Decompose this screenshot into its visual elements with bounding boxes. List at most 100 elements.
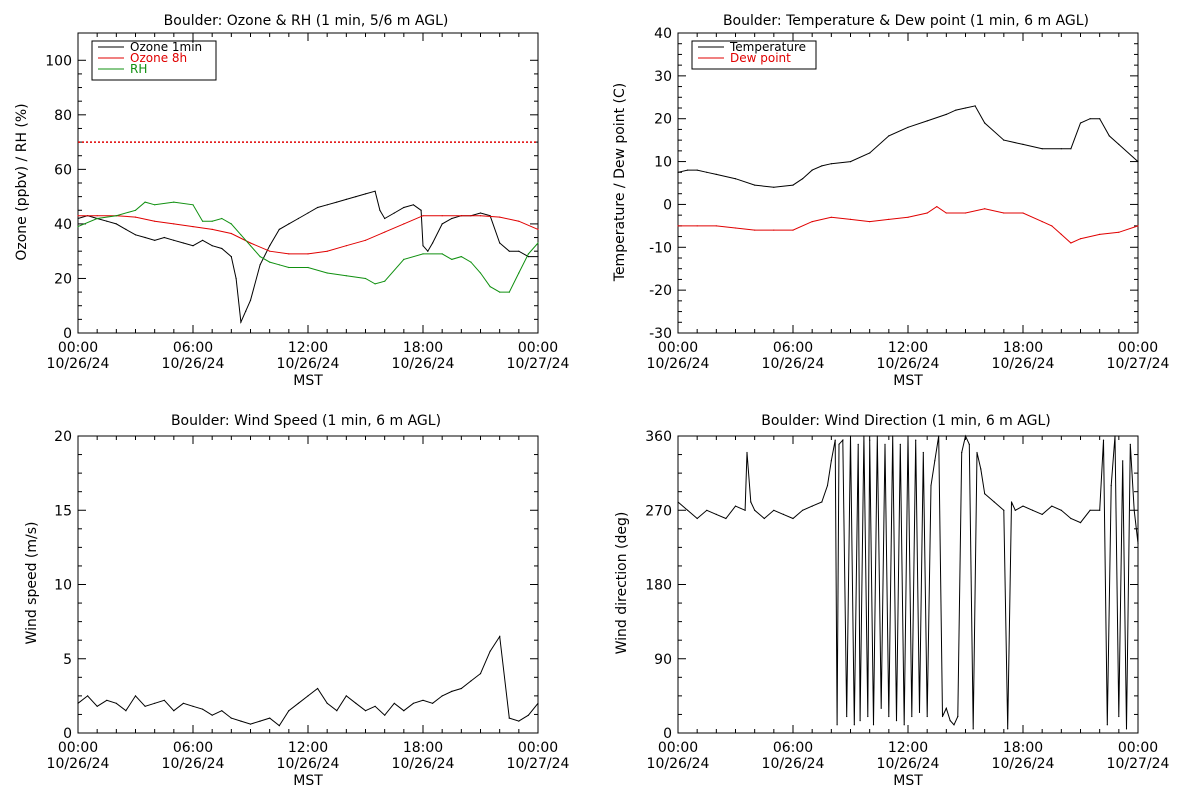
ozone-rh-ozone-1min-point xyxy=(269,245,271,247)
temperature-dewpoint-temperature-point xyxy=(849,161,852,163)
wind-direction-series-point xyxy=(754,509,756,511)
wind-direction-series-point xyxy=(857,443,859,445)
ozone-rh-ozone-1min-point xyxy=(259,264,261,266)
ozone-rh-rh-point xyxy=(422,253,424,255)
ozone-rh-ozone-8h-point xyxy=(288,253,290,255)
ozone-rh-x-tick-time: 12:00 xyxy=(288,340,328,356)
wind-direction-series-point xyxy=(964,435,967,437)
ozone-rh-ozone-1min-point xyxy=(317,206,319,209)
wind-direction-series-point xyxy=(1014,509,1016,511)
temperature-dewpoint-x-tick-time: 18:00 xyxy=(1003,340,1043,356)
wind-direction-y-tick-label: 270 xyxy=(645,503,672,519)
ozone-rh-ozone-8h-point xyxy=(173,223,175,225)
temperature-dewpoint-temperature-point xyxy=(811,169,813,171)
ozone-rh-ozone-1min-point xyxy=(403,206,405,209)
wind-speed-y-tick-label: 0 xyxy=(63,726,72,742)
wind-direction-series-point xyxy=(1129,443,1131,445)
wind-speed-axis-ticks: 00:0010/26/2406:0010/26/2412:0010/26/241… xyxy=(47,429,570,772)
wind-direction-series-point xyxy=(907,435,909,437)
temperature-dewpoint-temperature-point xyxy=(830,163,832,165)
wind-direction-series-point xyxy=(773,509,775,511)
temperature-dewpoint-temperature-point xyxy=(984,122,986,124)
wind-direction-series-point xyxy=(830,460,832,462)
temperature-dewpoint-dew-point-point xyxy=(907,216,909,218)
ozone-rh-y-tick-label: 100 xyxy=(45,53,72,69)
ozone-rh-rh-point xyxy=(211,220,213,222)
wind-direction-title: Boulder: Wind Direction (1 min, 6 m AGL) xyxy=(761,413,1050,429)
temperature-dewpoint-y-tick-label: -10 xyxy=(649,240,672,256)
ozone-rh-rh-point xyxy=(77,226,79,228)
temperature-dewpoint-temperature-point xyxy=(1022,143,1024,145)
wind-speed-series-point xyxy=(460,687,462,690)
wind-direction-series-point xyxy=(976,451,978,454)
wind-direction-series-point xyxy=(1051,505,1053,507)
wind-direction-series-point xyxy=(696,517,698,520)
temperature-dewpoint-dew-point-point xyxy=(1060,233,1062,235)
wind-speed-series-point xyxy=(115,702,117,704)
wind-direction-series-point xyxy=(802,509,804,511)
wind-direction-series-point xyxy=(957,715,959,718)
temperature-dewpoint-legend-box xyxy=(691,40,817,70)
temperature-dewpoint-dew-point-point xyxy=(830,216,832,218)
ozone-rh-panel: Boulder: Ozone & RH (1 min, 5/6 m AGL) O… xyxy=(14,13,570,389)
wind-speed-series-point xyxy=(87,695,89,697)
ozone-rh-rh-point xyxy=(451,258,453,260)
wind-speed-series-point xyxy=(211,714,213,716)
wind-speed-series-point xyxy=(240,720,242,722)
ozone-rh-ozone-1min-point xyxy=(420,209,422,211)
wind-direction-x-tick-time: 00:00 xyxy=(1118,740,1158,756)
ozone-rh-ozone-1min-point xyxy=(221,247,223,250)
ozone-rh-y-tick-label: 0 xyxy=(63,326,72,342)
ozone-rh-rh-point xyxy=(259,256,261,258)
ozone-rh-ozone-8h-point xyxy=(249,242,252,244)
ozone-rh-x-tick-time: 18:00 xyxy=(403,340,443,356)
ozone-rh-ozone-1min-point xyxy=(384,217,386,220)
temperature-dewpoint-dew-point-point xyxy=(945,212,947,214)
wind-direction-x-tick-date: 10/26/24 xyxy=(647,756,710,772)
ozone-rh-ozone-1min-point xyxy=(245,310,247,312)
temperature-dewpoint-dew-point-point xyxy=(1041,221,1043,223)
ozone-rh-xlabel: MST xyxy=(293,373,323,389)
temperature-dewpoint-temperature-point xyxy=(696,169,698,171)
temperature-dewpoint-temperature-point xyxy=(1060,148,1062,150)
wind-direction-series-point xyxy=(782,513,785,516)
temperature-dewpoint-y-tick-label: 0 xyxy=(663,197,672,213)
wind-direction-series-point xyxy=(949,720,951,722)
wind-direction-axis-ticks: 00:0010/26/2406:0010/26/2412:0010/26/241… xyxy=(645,429,1169,772)
wind-direction-series-point xyxy=(968,443,970,445)
wind-direction-series-point xyxy=(1060,509,1062,511)
ozone-rh-ozone-8h-point xyxy=(345,245,347,247)
ozone-rh-ozone-1min-point xyxy=(230,256,232,258)
temperature-dewpoint-y-tick-label: 40 xyxy=(654,26,672,42)
ozone-rh-axis-ticks: 00:0010/26/2406:0010/26/2412:0010/26/241… xyxy=(45,32,570,372)
ozone-rh-ozone-1min-point xyxy=(451,217,453,220)
ozone-rh-legend-label-ozone-1min: Ozone 1min xyxy=(130,40,202,54)
wind-direction-series-point xyxy=(867,715,869,718)
wind-direction-data xyxy=(677,434,1139,730)
wind-direction-series-point xyxy=(1133,509,1135,511)
temperature-dewpoint-y-tick-label: 30 xyxy=(654,69,672,85)
wind-direction-ylabel: Wind direction (deg) xyxy=(614,512,630,655)
wind-speed-series-point xyxy=(278,725,280,727)
ozone-rh-rh-point xyxy=(479,272,482,274)
wind-direction-series-point xyxy=(899,443,901,445)
wind-speed-x-tick-time: 18:00 xyxy=(403,740,443,756)
wind-direction-series-point xyxy=(826,484,829,487)
ozone-rh-ozone-1min-line xyxy=(77,190,538,325)
wind-direction-series-point xyxy=(706,509,708,511)
temperature-dewpoint-dew-point-point xyxy=(1022,212,1024,214)
temperature-dewpoint-x-tick-time: 00:00 xyxy=(658,340,698,356)
wind-direction-series-point xyxy=(859,720,861,722)
wind-direction-panel: Boulder: Wind Direction (1 min, 6 m AGL)… xyxy=(614,413,1170,789)
wind-speed-data xyxy=(77,635,539,727)
wind-direction-series-point xyxy=(915,439,917,441)
wind-direction-series-point xyxy=(926,715,928,718)
ozone-rh-ozone-1min-point xyxy=(432,242,434,244)
ozone-rh-ozone-1min-point xyxy=(240,321,242,323)
wind-direction-series-point xyxy=(1106,724,1108,726)
wind-direction-series-point xyxy=(811,505,813,507)
temperature-dewpoint-y-tick-label: -30 xyxy=(649,326,672,342)
wind-direction-x-tick-time: 00:00 xyxy=(658,740,698,756)
wind-direction-series-point xyxy=(1125,728,1128,730)
temperature-dewpoint-x-tick-date: 10/26/24 xyxy=(647,356,710,372)
